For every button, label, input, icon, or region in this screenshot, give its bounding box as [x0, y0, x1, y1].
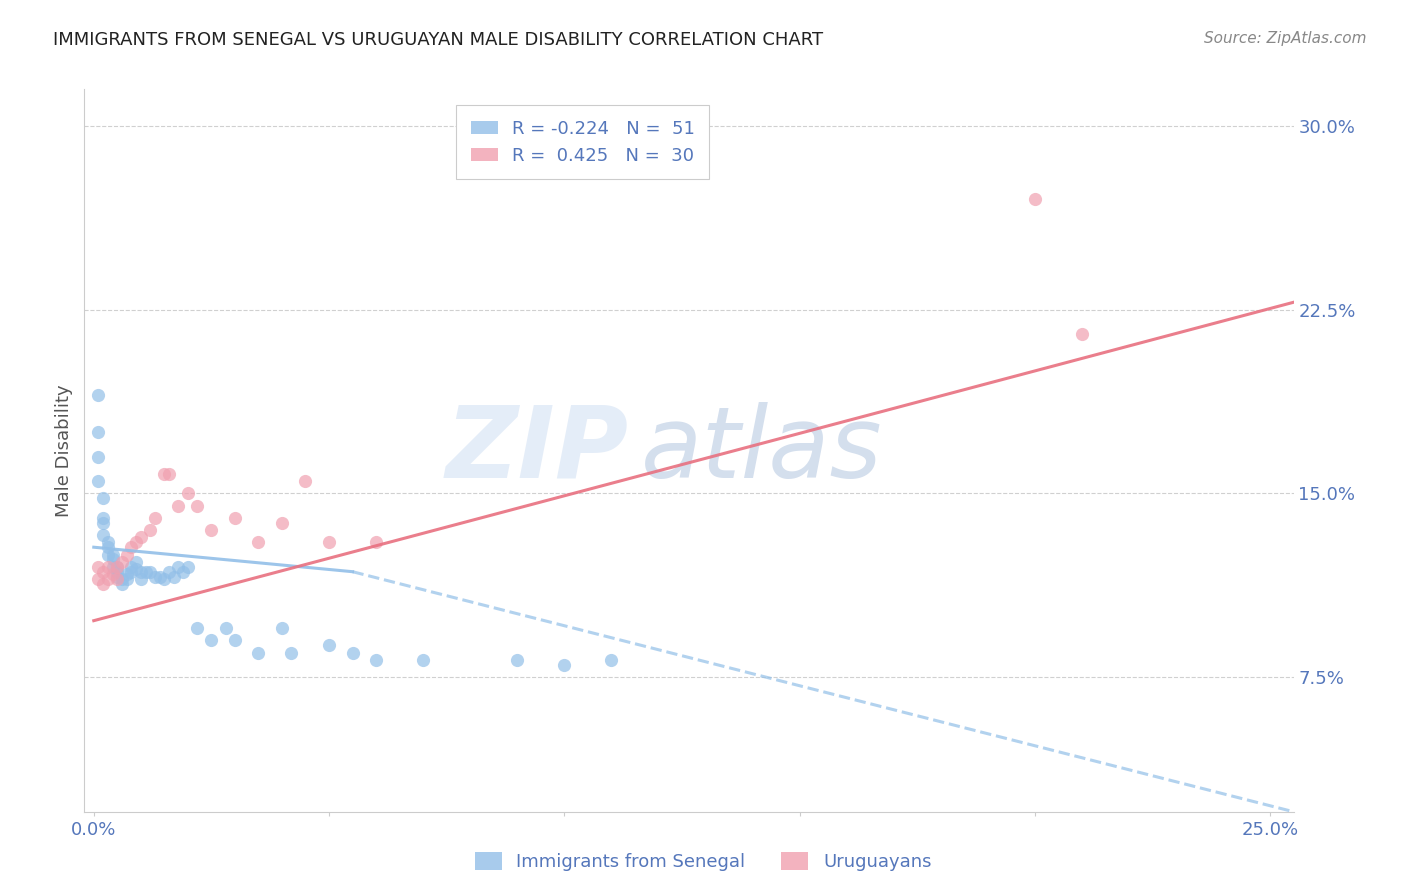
Point [364, 535, 387, 549]
Point [153, 467, 176, 481]
Point [280, 646, 302, 660]
Point [115, 567, 138, 582]
Point [125, 535, 148, 549]
Point [177, 486, 200, 500]
Point [200, 633, 222, 648]
Point [91, 511, 114, 525]
Legend: R = -0.224   N =  51, R =  0.425   N =  30: R = -0.224 N = 51, R = 0.425 N = 30 [456, 105, 710, 179]
Point [224, 511, 246, 525]
Point [101, 559, 124, 574]
Point [105, 565, 128, 579]
Point [177, 559, 200, 574]
Point [163, 569, 186, 583]
Point [200, 523, 222, 537]
Point [318, 638, 340, 652]
Point [91, 516, 114, 530]
Point [129, 572, 152, 586]
Point [247, 646, 270, 660]
Point [91, 565, 114, 579]
Point [214, 621, 236, 635]
Point [271, 621, 294, 635]
Point [87, 388, 110, 402]
Point [120, 559, 142, 574]
Point [87, 559, 110, 574]
Point [186, 621, 208, 635]
Point [105, 559, 128, 574]
Legend: Immigrants from Senegal, Uruguayans: Immigrants from Senegal, Uruguayans [467, 845, 939, 879]
Point [91, 491, 114, 506]
Point [412, 653, 434, 667]
Point [342, 646, 364, 660]
Point [506, 653, 529, 667]
Text: atlas: atlas [641, 402, 882, 499]
Point [172, 565, 194, 579]
Point [139, 565, 162, 579]
Point [149, 569, 172, 583]
Point [125, 562, 148, 576]
Point [97, 548, 120, 562]
Point [224, 633, 246, 648]
Point [271, 516, 294, 530]
Point [1024, 193, 1046, 207]
Point [97, 559, 120, 574]
Point [129, 565, 152, 579]
Point [105, 559, 128, 574]
Point [111, 572, 134, 586]
Point [364, 653, 387, 667]
Point [87, 474, 110, 488]
Point [105, 572, 128, 586]
Point [186, 499, 208, 513]
Point [97, 535, 120, 549]
Point [143, 511, 166, 525]
Point [105, 569, 128, 583]
Point [111, 555, 134, 569]
Point [600, 653, 623, 667]
Y-axis label: Male Disability: Male Disability [55, 384, 73, 516]
Point [120, 565, 142, 579]
Point [120, 540, 142, 554]
Point [101, 567, 124, 582]
Point [87, 450, 110, 464]
Point [87, 425, 110, 439]
Point [153, 572, 176, 586]
Point [91, 577, 114, 591]
Point [167, 559, 190, 574]
Point [157, 565, 180, 579]
Text: ZIP: ZIP [446, 402, 628, 499]
Point [1070, 327, 1092, 342]
Point [97, 540, 120, 554]
Point [143, 569, 166, 583]
Point [115, 548, 138, 562]
Point [115, 572, 138, 586]
Point [101, 548, 124, 562]
Point [553, 657, 575, 672]
Point [97, 572, 120, 586]
Point [318, 535, 340, 549]
Point [129, 530, 152, 544]
Point [135, 565, 157, 579]
Point [87, 572, 110, 586]
Point [157, 467, 180, 481]
Point [101, 552, 124, 566]
Text: Source: ZipAtlas.com: Source: ZipAtlas.com [1204, 31, 1367, 46]
Point [139, 523, 162, 537]
Point [167, 499, 190, 513]
Text: IMMIGRANTS FROM SENEGAL VS URUGUAYAN MALE DISABILITY CORRELATION CHART: IMMIGRANTS FROM SENEGAL VS URUGUAYAN MAL… [53, 31, 824, 49]
Point [111, 577, 134, 591]
Point [294, 474, 316, 488]
Point [91, 528, 114, 542]
Point [125, 555, 148, 569]
Point [247, 535, 270, 549]
